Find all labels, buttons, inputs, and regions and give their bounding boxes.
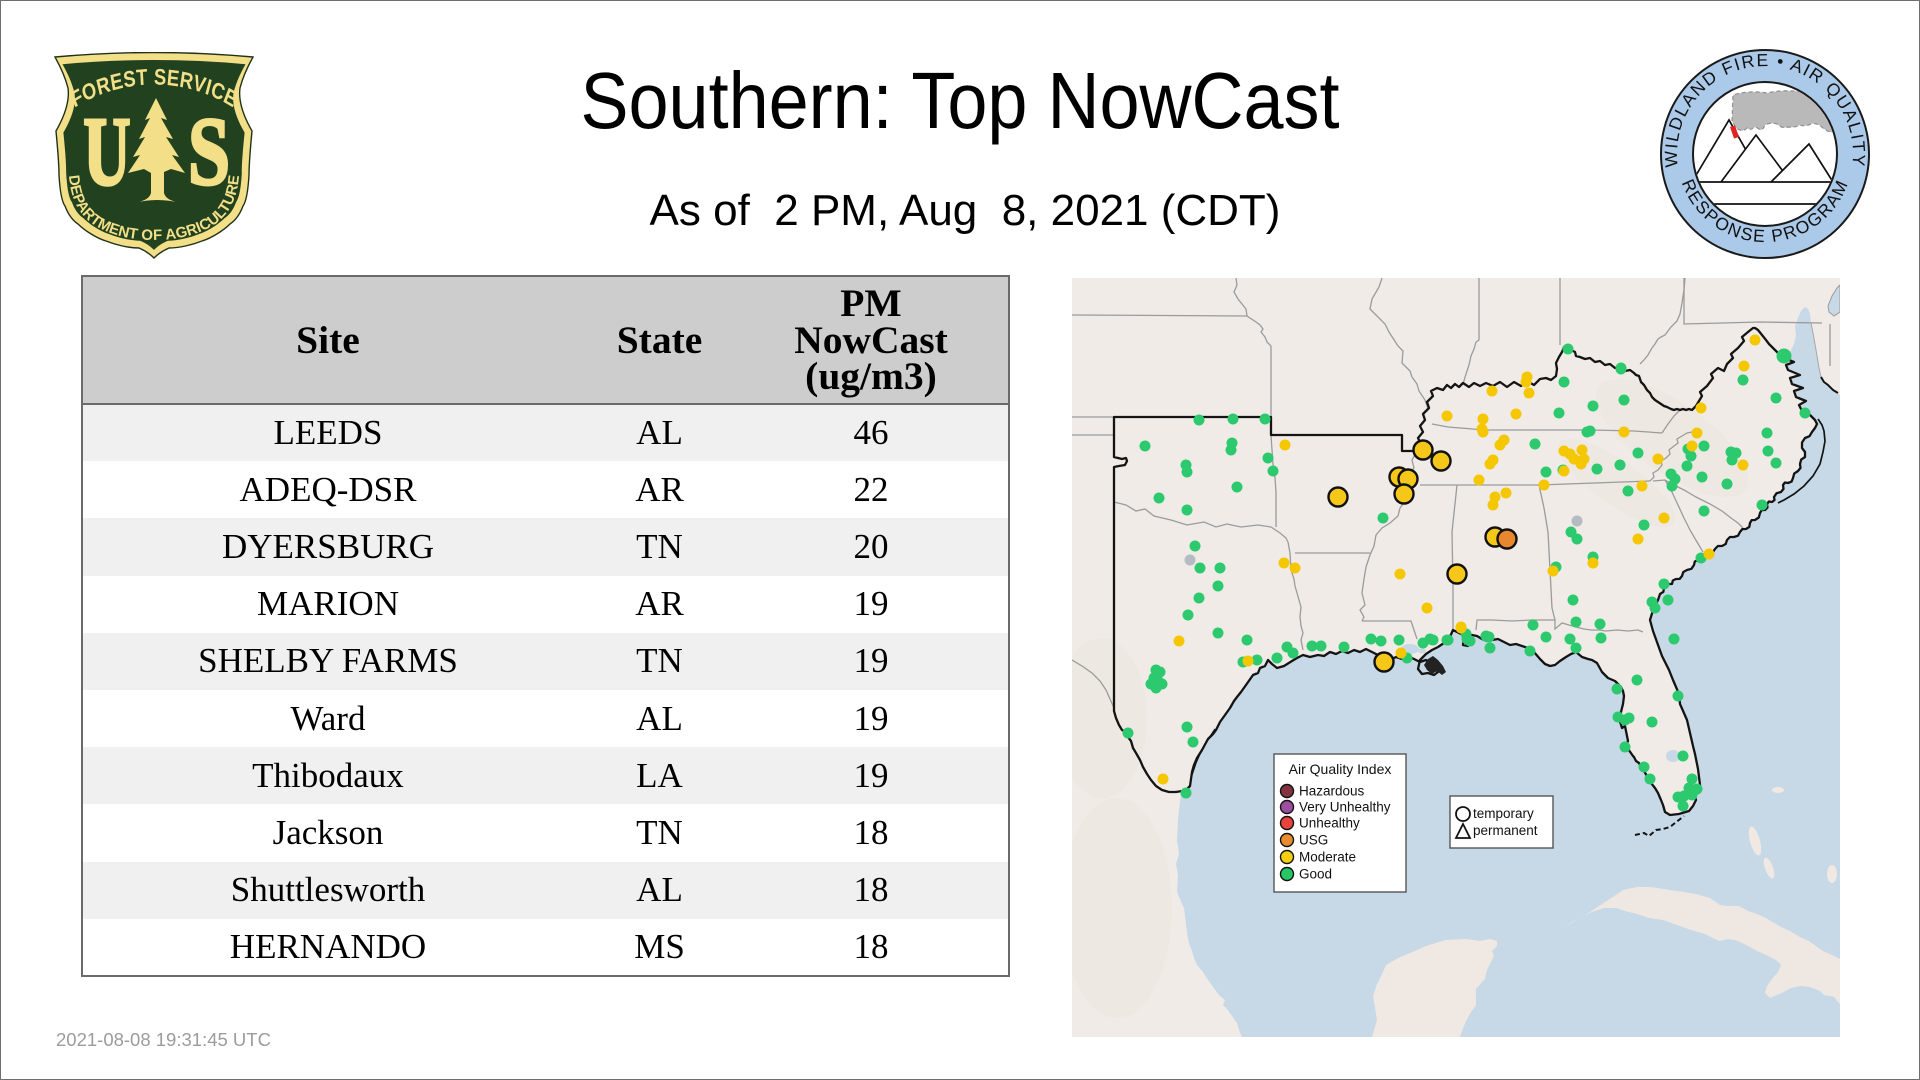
svg-text:Very Unhealthy: Very Unhealthy — [1299, 800, 1391, 815]
svg-text:permanent: permanent — [1473, 823, 1538, 838]
svg-text:Good: Good — [1299, 867, 1332, 882]
svg-text:Moderate: Moderate — [1299, 850, 1356, 865]
svg-text:USG: USG — [1299, 833, 1328, 848]
svg-text:Air Quality Index: Air Quality Index — [1289, 761, 1392, 777]
svg-text:Hazardous: Hazardous — [1299, 784, 1365, 799]
svg-text:S: S — [188, 97, 230, 205]
svg-text:Unhealthy: Unhealthy — [1299, 816, 1360, 831]
svg-text:U: U — [84, 97, 131, 205]
svg-text:temporary: temporary — [1473, 806, 1534, 821]
